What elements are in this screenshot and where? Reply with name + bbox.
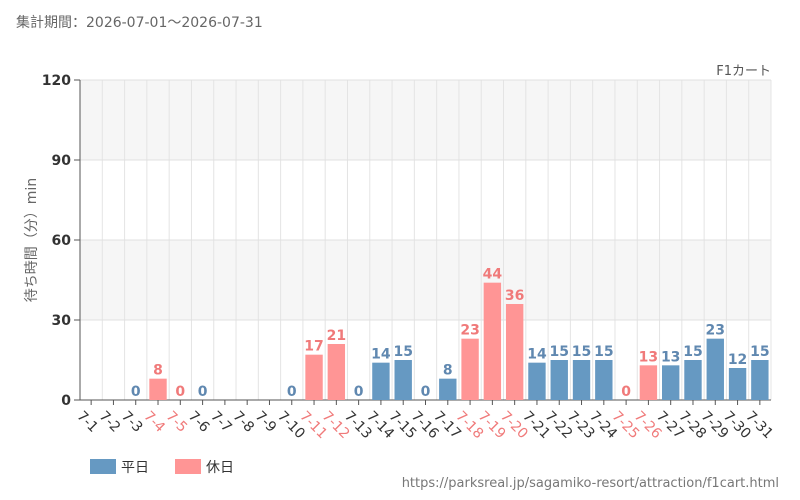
data-label-7-30: 12: [728, 352, 747, 368]
bar-7-30: [728, 368, 747, 400]
data-label-7-27: 13: [661, 349, 680, 365]
x-tick-label-7-5: 7-5: [163, 408, 190, 435]
data-label-7-3: 0: [131, 384, 141, 400]
x-tick-label-7-6: 7-6: [185, 408, 213, 436]
data-label-7-12: 21: [327, 328, 346, 344]
data-label-7-10: 0: [287, 384, 297, 400]
data-label-7-14: 14: [371, 347, 391, 363]
plot-band: [80, 240, 771, 320]
x-tick-label-7-1: 7-1: [74, 408, 101, 435]
data-label-7-6: 0: [198, 384, 208, 400]
data-label-7-5: 0: [175, 384, 185, 400]
bar-7-19: [483, 282, 502, 400]
legend-label-holiday: 休日: [206, 460, 234, 476]
x-tick-label-7-9: 7-9: [252, 408, 279, 435]
data-label-7-22: 15: [549, 344, 568, 360]
period-label: 集計期間：2026-07-01～2026-07-31: [16, 14, 263, 31]
y-tick-label: 60: [52, 233, 72, 249]
y-tick-label: 90: [52, 153, 72, 169]
data-label-7-16: 0: [421, 384, 431, 400]
bar-7-11: [305, 354, 323, 400]
data-label-7-21: 14: [527, 347, 547, 363]
bar-7-23: [572, 360, 591, 400]
plot-band: [80, 80, 771, 160]
y-tick-label: 0: [61, 393, 71, 409]
bar-7-29: [706, 338, 724, 400]
bar-7-14: [372, 362, 390, 400]
data-label-7-28: 15: [683, 344, 702, 360]
y-tick-label: 120: [42, 73, 71, 89]
attraction-name: F1カート: [716, 64, 771, 79]
bar-7-28: [684, 360, 702, 400]
bar-7-12: [327, 344, 346, 400]
data-label-7-17: 8: [443, 363, 453, 379]
bar-7-31: [751, 360, 769, 400]
data-label-7-15: 15: [393, 344, 412, 360]
x-tick-label-7-3: 7-3: [118, 408, 145, 435]
bar-7-17: [439, 378, 457, 400]
y-tick-label: 30: [52, 313, 72, 329]
bar-7-20: [505, 304, 524, 400]
data-label-7-31: 15: [750, 344, 769, 360]
bar-7-4: [149, 378, 167, 400]
bar-7-26: [639, 365, 658, 400]
bar-7-22: [550, 360, 568, 400]
x-tick-label-7-2: 7-2: [96, 408, 123, 435]
source-url: https://parksreal.jp/sagamiko-resort/att…: [402, 476, 779, 491]
x-tick-label-7-4: 7-4: [140, 408, 168, 436]
data-label-7-19: 44: [483, 267, 503, 283]
x-tick-label-7-8: 7-8: [230, 408, 257, 435]
data-label-7-18: 23: [460, 323, 479, 339]
data-label-7-26: 13: [639, 349, 658, 365]
bar-7-18: [461, 338, 479, 400]
bar-7-21: [528, 362, 546, 400]
data-label-7-4: 8: [153, 363, 163, 379]
data-label-7-20: 36: [505, 288, 524, 304]
data-label-7-13: 0: [354, 384, 364, 400]
data-label-7-23: 15: [572, 344, 591, 360]
bar-7-24: [595, 360, 613, 400]
bar-7-15: [394, 360, 412, 400]
data-label-7-11: 17: [304, 339, 323, 355]
data-label-7-29: 23: [706, 323, 725, 339]
x-tick-label-7-7: 7-7: [207, 408, 234, 435]
legend-swatch-holiday: [175, 459, 201, 474]
legend-label-weekday: 平日: [121, 460, 149, 476]
y-axis-label: 待ち時間（分）min: [24, 178, 40, 302]
plot-band: [80, 160, 771, 240]
bar-7-27: [662, 365, 680, 400]
data-label-7-25: 0: [621, 384, 631, 400]
data-label-7-24: 15: [594, 344, 613, 360]
legend-swatch-weekday: [90, 459, 116, 474]
